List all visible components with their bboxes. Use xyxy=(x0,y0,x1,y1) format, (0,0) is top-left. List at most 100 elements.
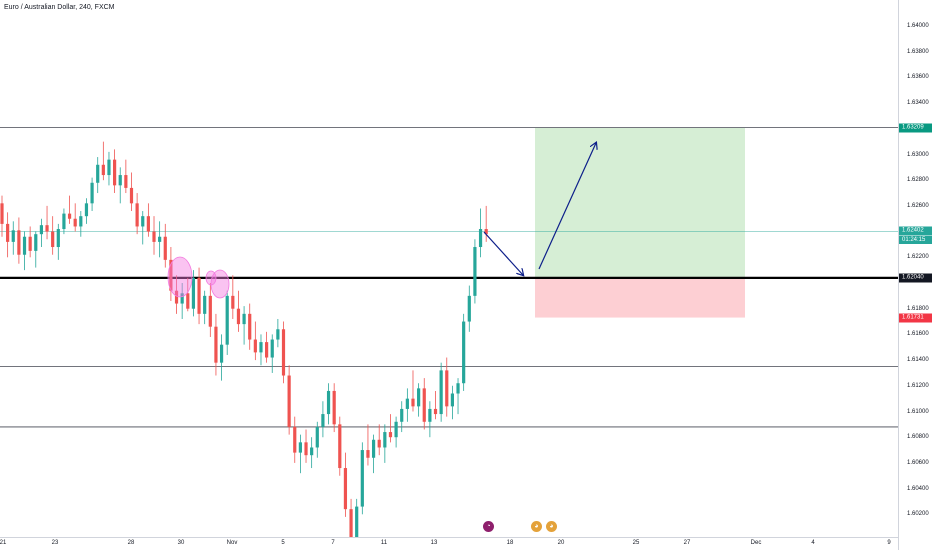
candle-up xyxy=(39,225,44,235)
candle-up xyxy=(56,229,60,248)
candle-down xyxy=(484,229,488,235)
price-tick-label: 1.60400 xyxy=(907,485,929,492)
calendar-event-icon[interactable]: ◕ xyxy=(546,521,557,532)
time-tick-label: 7 xyxy=(331,540,335,546)
candle-down xyxy=(208,295,212,327)
candle-up xyxy=(321,414,325,427)
symbol-title[interactable]: Euro / Australian Dollar, 240, FXCM xyxy=(4,4,115,11)
time-tick-label: 18 xyxy=(506,540,514,546)
candle-down xyxy=(101,164,105,176)
candle-up xyxy=(158,236,162,242)
candle-up xyxy=(360,450,364,507)
candle-up xyxy=(326,390,331,415)
price-tick-label: 1.61000 xyxy=(907,408,929,415)
candle-up xyxy=(478,229,483,248)
price-tick-label: 1.61400 xyxy=(907,357,929,364)
target-price-badge: 1.63209 xyxy=(899,123,932,133)
price-axis[interactable]: 1.64000 1.63800 1.63600 1.63400 1.63000 1.628… xyxy=(898,0,932,550)
flag-event-icon[interactable]: ◔ xyxy=(483,521,494,532)
candle-up xyxy=(298,442,302,453)
news-event-icon[interactable]: ◕ xyxy=(531,521,542,532)
chart-pane[interactable]: Euro / Australian Dollar, 240, FXCM xyxy=(0,0,898,537)
time-tick-label: 13 xyxy=(430,540,438,546)
candle-up xyxy=(79,216,83,227)
candle-up xyxy=(219,344,224,363)
candle-down xyxy=(411,398,415,407)
price-tick-label: 1.60800 xyxy=(907,434,929,441)
candle-down xyxy=(28,236,32,251)
candle-down xyxy=(248,313,252,340)
candle-down xyxy=(349,509,353,537)
time-tick-label: Nov xyxy=(226,540,238,546)
price-tick-label: 1.60200 xyxy=(907,511,929,518)
time-tick-label: 11 xyxy=(380,540,388,546)
price-tick-label: 1.61200 xyxy=(907,382,929,389)
candle-down xyxy=(113,159,117,186)
price-tick-label: 1.63800 xyxy=(907,48,929,55)
candle-down xyxy=(304,442,308,456)
current-price-badge: 1.62402 xyxy=(899,226,932,236)
candle-down xyxy=(17,230,21,255)
highlight-ellipse xyxy=(167,256,193,298)
candlestick-chart[interactable] xyxy=(0,0,898,537)
candle-up xyxy=(203,295,207,314)
horizontal-levels xyxy=(0,127,898,428)
candle-down xyxy=(73,218,77,227)
candle-down xyxy=(174,290,179,304)
candle-down xyxy=(287,375,291,427)
candle-down xyxy=(388,432,393,438)
candle-down xyxy=(338,424,342,469)
candle-up xyxy=(34,234,38,251)
candle-up xyxy=(96,164,100,183)
time-tick-label: 30 xyxy=(177,540,185,546)
candle-up xyxy=(371,439,376,458)
time-axis[interactable]: 21 23 28 30 Nov 5 7 11 13 18 20 25 27 Dec 4 9 xyxy=(0,537,898,551)
price-tick-label: 1.62200 xyxy=(907,254,929,261)
time-tick-label: 25 xyxy=(632,540,640,546)
price-tick-label: 1.63400 xyxy=(907,100,929,107)
time-tick-label: 9 xyxy=(887,540,891,546)
candle-down xyxy=(67,213,72,219)
candle-up xyxy=(90,182,94,204)
highlight-ellipse xyxy=(210,269,230,299)
drawings-layer xyxy=(167,143,596,299)
candle-up xyxy=(394,421,398,438)
time-tick-label: 20 xyxy=(557,540,565,546)
candle-up xyxy=(22,236,27,255)
down-arrow-drawing xyxy=(483,231,523,275)
price-tick-label: 1.62800 xyxy=(907,177,929,184)
candle-down xyxy=(163,236,167,260)
candle-down xyxy=(433,408,438,415)
candle-down xyxy=(343,468,348,510)
time-tick-label: 21 xyxy=(0,540,7,546)
candle-up xyxy=(180,293,184,304)
price-tick-label: 1.62600 xyxy=(907,202,929,209)
long-position-tool xyxy=(535,127,745,318)
candle-down xyxy=(231,295,235,309)
up-arrow-drawing xyxy=(538,143,596,270)
position-profit-zone xyxy=(535,127,745,278)
candle-up xyxy=(315,426,319,448)
candle-down xyxy=(236,308,241,325)
candle-up xyxy=(462,321,466,384)
candle-down xyxy=(146,216,150,232)
time-tick-label: 23 xyxy=(51,540,59,546)
candle-up xyxy=(450,393,454,407)
candle-up xyxy=(242,313,246,325)
price-tick-label: 1.61800 xyxy=(907,305,929,312)
candle-down xyxy=(135,203,139,227)
candle-up xyxy=(383,432,387,448)
candle-down xyxy=(377,439,381,448)
candle-up xyxy=(225,295,229,345)
time-tick-label: Dec xyxy=(750,540,762,546)
candle-up xyxy=(405,398,409,409)
candle-series xyxy=(0,141,488,537)
candle-down xyxy=(197,277,201,314)
candle-up xyxy=(84,203,89,217)
price-tick-label: 1.63000 xyxy=(907,151,929,158)
candle-down xyxy=(186,293,190,309)
candle-up xyxy=(439,370,443,415)
candle-down xyxy=(253,339,257,353)
candle-down xyxy=(366,450,370,458)
time-tick-label: 27 xyxy=(683,540,691,546)
